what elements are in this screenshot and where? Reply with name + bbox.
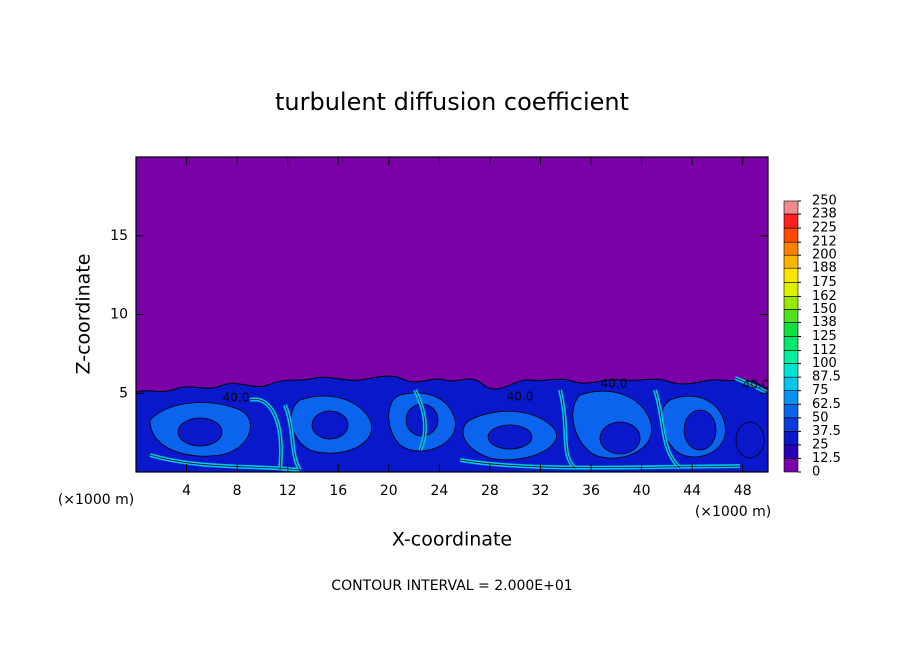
x-tick-label: 8 <box>233 483 242 499</box>
contour-label: 40.0 <box>507 390 534 404</box>
colorbar-band <box>783 200 799 215</box>
field-contour <box>249 399 282 471</box>
colorbar-band <box>783 444 799 459</box>
chart-title: turbulent diffusion coefficient <box>275 88 629 116</box>
field-core <box>599 421 641 455</box>
colorbar-label: 225 <box>812 221 837 236</box>
x-tick-label: 28 <box>481 483 499 499</box>
colorbar-band <box>783 296 799 310</box>
y-unit-label: (×1000 m) <box>58 492 134 508</box>
footer: CONTOUR INTERVAL = 2.000E+01 <box>331 578 572 594</box>
field-core <box>311 410 349 440</box>
colorbar-band <box>783 241 799 256</box>
colorbar-label: 25 <box>812 437 829 452</box>
colorbar-label: 87.5 <box>812 370 841 385</box>
colorbar-label: 37.5 <box>812 424 841 439</box>
x-tick-label: 20 <box>380 483 398 499</box>
colorbar-label: 100 <box>812 356 837 371</box>
colorbar-label: 12.5 <box>812 451 841 466</box>
colorbar-band <box>783 363 799 378</box>
colorbar-band <box>783 403 799 419</box>
colorbar-band <box>783 309 799 323</box>
field-contour <box>284 404 301 471</box>
y-tick-label: 10 <box>110 307 128 323</box>
x-tick-label: 48 <box>734 483 752 499</box>
field-contour <box>149 454 301 471</box>
field-core <box>735 421 765 459</box>
x-tick-label: 16 <box>329 483 347 499</box>
y-tick-label: 5 <box>119 385 128 401</box>
contour-field <box>135 157 769 473</box>
field-contour <box>414 389 426 451</box>
colorbar-band <box>783 267 799 283</box>
colorbar-band <box>783 213 799 229</box>
y-axis-label: Z-coordinate <box>73 254 95 375</box>
colorbar-label: 212 <box>812 235 837 250</box>
colorbar-band <box>783 376 799 391</box>
x-tick-label: 4 <box>182 483 191 499</box>
colorbar-band <box>783 390 799 405</box>
colorbar-label: 138 <box>812 315 837 330</box>
contour-label: 40.0 <box>743 378 770 392</box>
x-tick-label: 44 <box>683 483 701 499</box>
contour-label: 40.0 <box>223 391 250 405</box>
y-tick-label: 15 <box>110 228 128 244</box>
x-tick-label: 36 <box>582 483 600 499</box>
colorbar-label: 175 <box>812 275 837 290</box>
colorbar-label: 0 <box>812 465 820 480</box>
colorbar-label: 50 <box>812 410 829 425</box>
x-axis-label: X-coordinate <box>392 529 512 551</box>
colorbar-label: 188 <box>812 261 837 276</box>
colorbar-band <box>783 417 799 432</box>
colorbar-label: 150 <box>812 302 837 317</box>
colorbar-label: 238 <box>812 207 837 222</box>
x-tick-label: 40 <box>633 483 651 499</box>
field-core <box>683 409 717 451</box>
colorbar-band <box>783 350 799 364</box>
colorbar-label: 250 <box>812 194 837 209</box>
colorbar-band <box>783 254 799 269</box>
x-tick-label: 32 <box>532 483 550 499</box>
field-core <box>487 424 533 450</box>
field-contour <box>559 389 576 469</box>
colorbar-label: 62.5 <box>812 397 841 412</box>
colorbar-band <box>783 431 799 446</box>
x-unit-label: (×1000 m) <box>695 504 771 520</box>
colorbar-label: 200 <box>812 248 837 263</box>
x-tick-label: 12 <box>279 483 297 499</box>
field-contour <box>459 459 741 468</box>
colorbar-label: 162 <box>812 289 837 304</box>
colorbar-label: 125 <box>812 329 837 344</box>
colorbar-band <box>783 227 799 243</box>
colorbar-band <box>783 336 799 351</box>
field-contour <box>734 377 767 393</box>
colorbar-band <box>783 322 799 337</box>
colorbar-label: 75 <box>812 383 829 398</box>
field-core <box>177 417 223 447</box>
field-contour <box>654 389 681 469</box>
contour-label: 40.0 <box>601 377 628 391</box>
x-tick-label: 24 <box>430 483 448 499</box>
colorbar-label: 112 <box>812 343 837 358</box>
colorbar-band <box>783 281 799 297</box>
colorbar-band <box>783 458 799 473</box>
